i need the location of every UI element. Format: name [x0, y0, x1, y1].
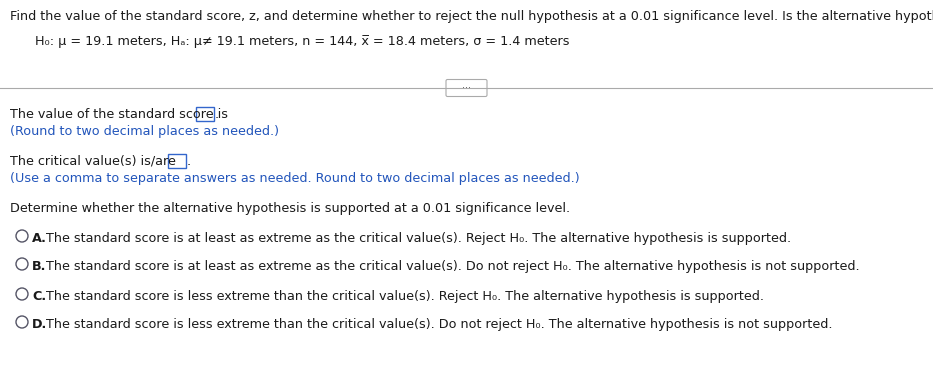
- Text: The value of the standard score is: The value of the standard score is: [10, 108, 232, 121]
- Text: Determine whether the alternative hypothesis is supported at a 0.01 significance: Determine whether the alternative hypoth…: [10, 202, 570, 215]
- Text: D.: D.: [32, 318, 48, 331]
- Text: The critical value(s) is/are: The critical value(s) is/are: [10, 155, 180, 168]
- Text: (Round to two decimal places as needed.): (Round to two decimal places as needed.): [10, 125, 279, 138]
- Bar: [168, 154, 186, 168]
- Text: B.: B.: [32, 260, 47, 273]
- Text: The standard score is at least as extreme as the critical value(s). Do not rejec: The standard score is at least as extrem…: [46, 260, 859, 273]
- FancyBboxPatch shape: [446, 80, 487, 97]
- Text: ···: ···: [462, 83, 471, 93]
- Bar: [196, 107, 214, 121]
- Text: The standard score is less extreme than the critical value(s). Do not reject H₀.: The standard score is less extreme than …: [46, 318, 832, 331]
- Text: (Use a comma to separate answers as needed. Round to two decimal places as neede: (Use a comma to separate answers as need…: [10, 172, 579, 185]
- Text: The standard score is at least as extreme as the critical value(s). Reject H₀. T: The standard score is at least as extrem…: [46, 232, 791, 245]
- Text: .: .: [187, 155, 191, 168]
- Text: A.: A.: [32, 232, 47, 245]
- Text: Find the value of the standard score, z, and determine whether to reject the nul: Find the value of the standard score, z,…: [10, 10, 933, 23]
- Text: C.: C.: [32, 290, 46, 303]
- Text: .: .: [215, 108, 219, 121]
- Text: H₀: μ = 19.1 meters, Hₐ: μ≠ 19.1 meters, n = 144, x̅ = 18.4 meters, σ = 1.4 mete: H₀: μ = 19.1 meters, Hₐ: μ≠ 19.1 meters,…: [35, 35, 569, 48]
- Text: The standard score is less extreme than the critical value(s). Reject H₀. The al: The standard score is less extreme than …: [46, 290, 764, 303]
